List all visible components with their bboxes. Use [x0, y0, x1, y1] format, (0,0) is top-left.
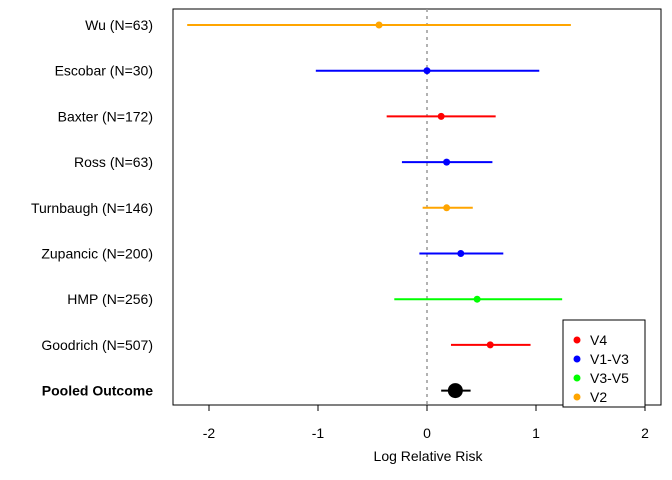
- legend-label: V2: [590, 389, 607, 405]
- x-tick-label: 0: [423, 425, 431, 441]
- x-tick-label: 1: [532, 425, 540, 441]
- x-tick-label: 2: [641, 425, 649, 441]
- study-row: Escobar (N=30): [55, 63, 540, 79]
- study-label: Baxter (N=172): [58, 108, 153, 124]
- legend-box: [562, 319, 646, 408]
- legend-label: V1-V3: [590, 351, 629, 367]
- pooled-label: Pooled Outcome: [42, 383, 153, 399]
- legend-marker: [573, 393, 581, 401]
- point-estimate: [443, 204, 451, 212]
- study-label: Zupancic (N=200): [41, 246, 153, 262]
- x-tick-label: -2: [203, 425, 216, 441]
- legend-label: V3-V5: [590, 370, 629, 386]
- x-axis: -2 -1 0 1 2: [203, 405, 649, 441]
- legend-label: V4: [590, 332, 607, 348]
- point-estimate: [443, 158, 451, 166]
- point-estimate: [375, 21, 383, 29]
- x-tick-label: -1: [312, 425, 325, 441]
- point-estimate: [473, 295, 481, 303]
- legend-marker: [573, 374, 581, 382]
- study-label: HMP (N=256): [67, 291, 153, 307]
- plot-frame: [172, 8, 662, 406]
- study-row: Wu (N=63): [85, 17, 571, 33]
- study-row: Goodrich (N=507): [41, 337, 531, 353]
- study-row: Zupancic (N=200): [41, 246, 504, 262]
- point-estimate: [423, 67, 431, 75]
- study-label: Wu (N=63): [85, 17, 153, 33]
- study-label: Turnbaugh (N=146): [31, 200, 153, 216]
- study-row: Baxter (N=172): [58, 108, 496, 124]
- point-estimate: [457, 250, 465, 257]
- study-label: Escobar (N=30): [55, 63, 153, 79]
- study-row: Turnbaugh (N=146): [31, 200, 473, 216]
- study-row: Ross (N=63): [74, 154, 493, 170]
- x-axis-title: Log Relative Risk: [374, 448, 484, 464]
- study-label: Ross (N=63): [74, 154, 153, 170]
- point-estimate: [437, 112, 445, 120]
- point-estimate: [486, 341, 494, 349]
- legend-marker: [573, 336, 581, 344]
- study-row: HMP (N=256): [67, 291, 563, 307]
- legend-marker: [573, 355, 581, 363]
- study-rows: Wu (N=63) Escobar (N=30) Baxter (N=172) Ros…: [31, 17, 571, 353]
- study-label: Goodrich (N=507): [41, 337, 153, 353]
- legend: V4 V1-V3 V3-V5 V2: [562, 319, 646, 408]
- pooled-point-estimate: [447, 383, 463, 399]
- pooled-row: Pooled Outcome: [42, 383, 471, 399]
